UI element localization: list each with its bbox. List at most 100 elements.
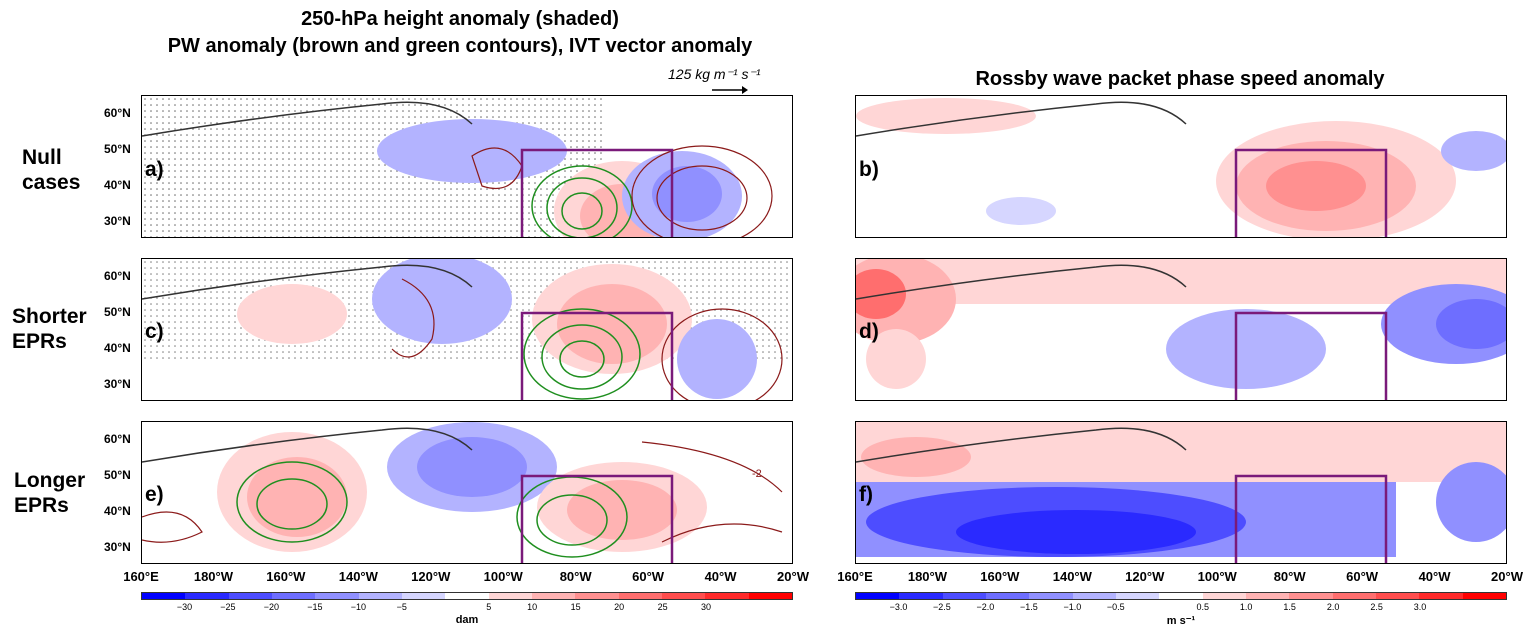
panel-b-null-phase-speed <box>855 95 1507 238</box>
colorbar-tick: 0.5 <box>1196 602 1209 612</box>
colorbar-swatch <box>618 593 662 599</box>
lat-label: 40°N <box>104 178 131 192</box>
colorbar-swatch <box>1332 593 1376 599</box>
lat-label: 60°N <box>104 269 131 283</box>
colorbar-swatch <box>1029 593 1073 599</box>
colorbar-swatch <box>358 593 402 599</box>
panel-label-f: f) <box>859 483 873 506</box>
lon-label: 160°W <box>266 569 306 584</box>
panel-c-shorter-height <box>141 258 793 401</box>
lat-label: 60°N <box>104 432 131 446</box>
colorbar-tick: −30 <box>176 602 193 612</box>
colorbar-tick: 5 <box>486 602 492 612</box>
map-panel-f <box>856 422 1506 563</box>
lat-label: 60°N <box>104 106 131 120</box>
colorbar-tick: 1.0 <box>1239 602 1253 612</box>
lon-label: 40°W <box>1418 569 1451 584</box>
lon-label: 180°W <box>907 569 948 584</box>
reference-vector-label: 125 kg m⁻¹ s⁻¹ <box>668 66 761 82</box>
colorbar-tick: −15 <box>307 602 323 612</box>
colorbar-swatch <box>228 593 272 599</box>
colorbar-tick: −20 <box>263 602 280 612</box>
colorbar-tick: 20 <box>614 602 625 612</box>
colorbar-swatch <box>488 593 532 599</box>
lon-label: 80°W <box>1273 569 1306 584</box>
colorbar-tick: −1.0 <box>1063 602 1082 612</box>
lon-label: 60°W <box>632 569 665 584</box>
colorbar-swatch <box>271 593 316 599</box>
colorbar-swatch <box>315 593 359 599</box>
left-title-line2: PW anomaly (brown and green contours), I… <box>167 35 753 57</box>
colorbar-tick: 3.0 <box>1413 602 1427 612</box>
colorbar-left <box>141 592 793 600</box>
lon-label: 160°E <box>837 569 873 584</box>
panel-d-shorter-phase-speed <box>855 258 1507 401</box>
colorbar-swatch <box>1462 593 1506 599</box>
colorbar-swatch <box>445 593 489 599</box>
lon-label: 100°W <box>483 569 523 584</box>
colorbar-swatch <box>1159 593 1203 599</box>
colorbar-left-unit: dam <box>455 614 479 626</box>
map-panel-d <box>856 259 1506 400</box>
colorbar-tick: 10 <box>527 602 538 612</box>
colorbar-swatch <box>705 593 749 599</box>
row-label-longer: Longer EPRs <box>14 469 86 517</box>
lon-label: 160°E <box>123 569 159 584</box>
panel-label-a: a) <box>145 158 164 181</box>
colorbar-swatch <box>899 593 943 599</box>
colorbar-swatch <box>1419 593 1463 599</box>
colorbar-swatch <box>1245 593 1290 599</box>
lat-label: 30°N <box>104 377 131 391</box>
panel-label-d: d) <box>859 320 879 343</box>
lat-label: 50°N <box>104 142 131 156</box>
colorbar-tick: 2.0 <box>1326 602 1340 612</box>
colorbar-swatch <box>856 593 900 599</box>
colorbar-swatch <box>401 593 446 599</box>
colorbar-swatch <box>531 593 576 599</box>
colorbar-right-unit: m s⁻¹ <box>1166 615 1196 627</box>
colorbar-swatch <box>575 593 619 599</box>
colorbar-swatch <box>185 593 229 599</box>
colorbar-tick: 30 <box>701 602 712 612</box>
lon-label: 120°W <box>411 569 451 584</box>
lon-label: 120°W <box>1125 569 1165 584</box>
colorbar-swatch <box>748 593 792 599</box>
colorbar-tick: −2.0 <box>976 602 995 612</box>
colorbar-swatch <box>1289 593 1333 599</box>
left-title-line1: 250-hPa height anomaly (shaded) <box>301 8 619 30</box>
map-panel-b <box>856 98 1506 237</box>
map-panel-e: -2 <box>142 422 783 563</box>
lon-label: 40°W <box>704 569 737 584</box>
contour-label: -2 <box>752 468 762 480</box>
panel-e-longer-height: -2 <box>141 421 793 564</box>
lon-label: 100°W <box>1197 569 1237 584</box>
lat-label: 40°N <box>104 341 131 355</box>
colorbar-right <box>855 592 1507 600</box>
colorbar-swatch <box>1115 593 1160 599</box>
colorbar-swatch <box>1375 593 1420 599</box>
lat-label: 40°N <box>104 504 131 518</box>
lon-label: 140°W <box>1052 569 1092 584</box>
right-title: Rossby wave packet phase speed anomaly <box>975 68 1385 90</box>
colorbar-swatch <box>142 593 186 599</box>
row-label-null: Null cases <box>22 146 81 194</box>
panel-a-null-height <box>141 95 793 238</box>
colorbar-tick: −1.5 <box>1019 602 1038 612</box>
colorbar-swatch <box>1072 593 1116 599</box>
lon-label: 160°W <box>980 569 1020 584</box>
lon-label: 60°W <box>1346 569 1379 584</box>
map-panel-c <box>142 259 792 400</box>
colorbar-tick: −0.5 <box>1106 602 1125 612</box>
lon-label: 20°W <box>777 569 809 584</box>
colorbar-tick: 15 <box>570 602 581 612</box>
lat-label: 50°N <box>104 305 131 319</box>
panel-label-c: c) <box>145 320 164 343</box>
colorbar-tick: 25 <box>657 602 668 612</box>
lon-label: 140°W <box>338 569 378 584</box>
lat-label: 30°N <box>104 214 131 228</box>
panel-label-b: b) <box>859 158 879 181</box>
colorbar-tick: −3.0 <box>889 602 908 612</box>
lat-label: 30°N <box>104 540 131 554</box>
lon-label: 180°W <box>193 569 234 584</box>
colorbar-tick: −10 <box>350 602 366 612</box>
